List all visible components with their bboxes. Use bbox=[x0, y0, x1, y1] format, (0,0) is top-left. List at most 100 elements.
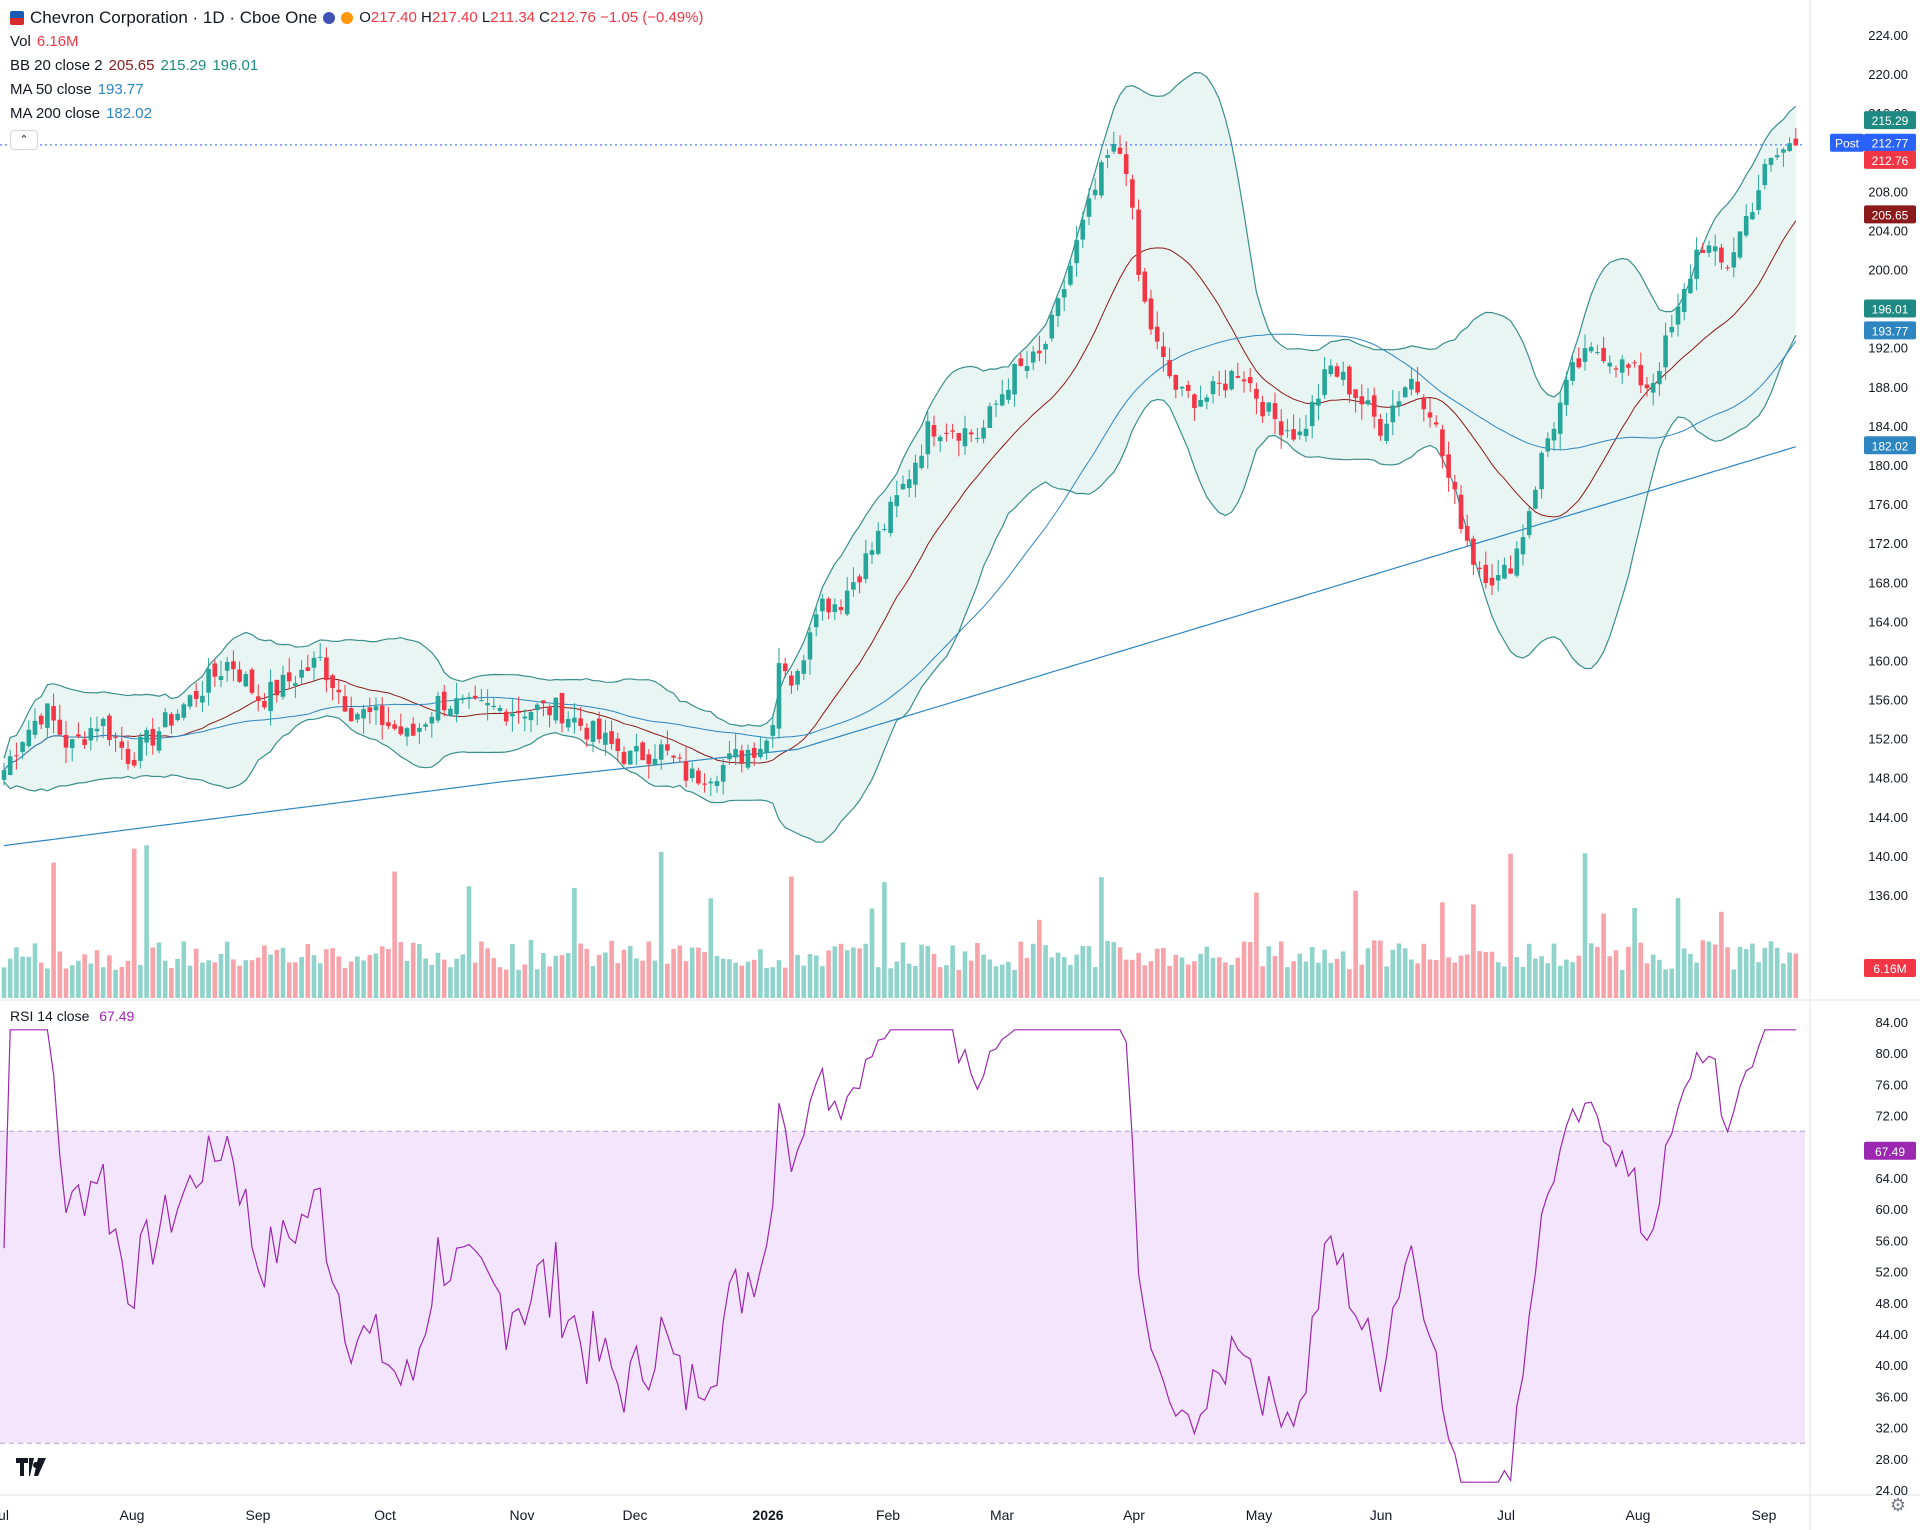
price-badge: 205.65 bbox=[1864, 205, 1916, 224]
volume-bar bbox=[708, 898, 714, 998]
price-badge-label: 6.16M bbox=[1873, 962, 1906, 976]
volume-bar bbox=[615, 963, 621, 998]
volume-bar bbox=[962, 951, 968, 998]
candle-body bbox=[286, 672, 292, 682]
volume-bar bbox=[838, 943, 844, 998]
price-badge-label: 205.65 bbox=[1872, 208, 1909, 222]
candle-body bbox=[20, 742, 25, 752]
candlestick bbox=[1167, 347, 1172, 379]
volume-bar bbox=[1533, 958, 1538, 998]
candle-body bbox=[1409, 378, 1414, 390]
candle-body bbox=[224, 661, 230, 671]
candlestick bbox=[981, 419, 986, 444]
volume-bar bbox=[1489, 951, 1495, 998]
symbol-row[interactable]: Chevron Corporation · 1D · Cboe One O217… bbox=[10, 6, 703, 30]
chevron-up-icon[interactable]: ⌃ bbox=[10, 130, 38, 150]
candlestick bbox=[1520, 524, 1526, 566]
candle-body bbox=[708, 781, 714, 784]
volume-bar bbox=[1099, 877, 1104, 998]
candlestick bbox=[1254, 382, 1259, 415]
candle-body bbox=[82, 739, 87, 745]
candlestick bbox=[758, 736, 763, 760]
candlestick bbox=[733, 733, 738, 766]
candle-body bbox=[466, 697, 472, 699]
candlestick bbox=[131, 752, 137, 768]
candlestick bbox=[1037, 335, 1042, 362]
volume-bar bbox=[1750, 943, 1755, 998]
time-tick-label: Jul bbox=[0, 1507, 9, 1523]
candle-body bbox=[1012, 363, 1017, 395]
volume-bar bbox=[1657, 959, 1662, 998]
candlestick bbox=[224, 656, 230, 682]
market-closed-icon bbox=[323, 12, 336, 24]
rsi-legend[interactable]: RSI 14 close 67.49 bbox=[10, 1008, 134, 1024]
time-tick-label: 2026 bbox=[752, 1507, 783, 1523]
candlestick bbox=[559, 692, 565, 733]
candle-body bbox=[1768, 157, 1774, 165]
candlestick bbox=[603, 719, 608, 756]
volume-bar bbox=[975, 942, 980, 998]
volume-bar bbox=[1086, 946, 1092, 998]
ma200-legend[interactable]: MA 200 close 182.02 bbox=[10, 102, 703, 126]
candlestick bbox=[63, 720, 69, 763]
candlestick bbox=[193, 682, 199, 708]
candle-body bbox=[578, 718, 583, 726]
candlestick bbox=[1768, 157, 1774, 172]
ma50-legend[interactable]: MA 50 close 193.77 bbox=[10, 78, 703, 102]
high-label: H bbox=[420, 9, 432, 26]
volume-bar bbox=[547, 966, 552, 998]
candlestick bbox=[869, 541, 875, 565]
tradingview-logo-icon[interactable] bbox=[16, 1456, 46, 1480]
candle-body bbox=[1737, 231, 1743, 258]
candlesticks[interactable] bbox=[1, 128, 1799, 796]
volume-legend[interactable]: Vol 6.16M bbox=[10, 30, 703, 54]
candlestick bbox=[1458, 484, 1464, 534]
volume-bar bbox=[330, 948, 335, 998]
candlestick bbox=[144, 727, 149, 756]
gear-icon[interactable]: ⚙ bbox=[1889, 1495, 1906, 1515]
volume-bar bbox=[677, 945, 683, 998]
volume-bar bbox=[392, 871, 397, 998]
volume-bar bbox=[1415, 963, 1420, 998]
candle-body bbox=[1167, 360, 1172, 377]
candle-body bbox=[379, 705, 385, 725]
rsi-tick-label: 40.00 bbox=[1875, 1358, 1908, 1373]
candlestick bbox=[1030, 345, 1036, 371]
candlestick bbox=[386, 706, 391, 730]
price-badge-bg bbox=[1864, 205, 1916, 224]
candle-body bbox=[1458, 494, 1464, 529]
candlestick bbox=[1365, 387, 1371, 407]
candle-body bbox=[1471, 538, 1476, 565]
candle-body bbox=[1384, 423, 1389, 441]
volume-bar bbox=[572, 887, 577, 998]
candle-body bbox=[404, 728, 410, 737]
volume-bar bbox=[1074, 954, 1079, 998]
candle-body bbox=[857, 576, 862, 583]
volume-bar bbox=[1514, 957, 1520, 998]
indicator-value: 193.77 bbox=[97, 81, 144, 98]
time-tick-label: Jul bbox=[1497, 1507, 1515, 1523]
candle-body bbox=[1607, 362, 1613, 367]
candle-body bbox=[1613, 368, 1619, 370]
candle-body bbox=[851, 582, 856, 590]
price-tick-label: 200.00 bbox=[1868, 263, 1908, 278]
volume-bar bbox=[311, 955, 317, 998]
volume-bar bbox=[224, 941, 230, 998]
bb-legend[interactable]: BB 20 close 2 205.65 215.29 196.01 bbox=[10, 54, 703, 78]
volume-bar bbox=[1433, 960, 1439, 998]
candlestick bbox=[510, 698, 515, 732]
volume-bar bbox=[1229, 964, 1234, 998]
indicator-label: Vol bbox=[10, 33, 31, 50]
candle-body bbox=[491, 705, 497, 708]
candle-body bbox=[1359, 396, 1365, 405]
volume-bar bbox=[944, 965, 949, 998]
candlestick bbox=[621, 746, 627, 766]
volume-bar bbox=[1663, 969, 1668, 998]
candle-body bbox=[863, 553, 869, 580]
candlestick bbox=[875, 522, 881, 556]
candle-body bbox=[1353, 389, 1358, 399]
candlestick bbox=[1049, 308, 1055, 342]
candle-body bbox=[962, 428, 968, 447]
volume-bar bbox=[125, 960, 131, 998]
